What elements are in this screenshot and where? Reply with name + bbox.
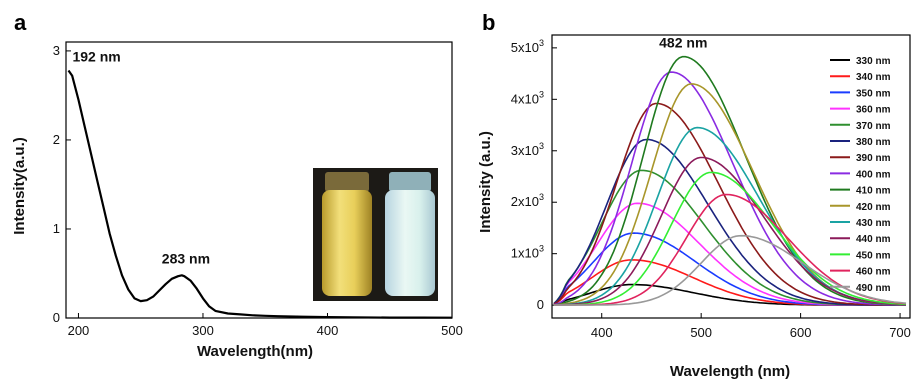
panel-b-xtick-label: 600 — [790, 325, 812, 340]
panel-a-ylabel: Intensity(a.u.) — [11, 137, 28, 235]
panel-b-ytick-exponent: 3 — [539, 38, 544, 48]
panel-b-ytick-exponent: 3 — [539, 141, 544, 151]
panel-b-legend-label: 450 nm — [856, 250, 891, 261]
panel-a-ytick-label: 0 — [53, 310, 60, 325]
panel-b-legend-label: 460 nm — [856, 267, 891, 278]
panel-a-ytick-label: 3 — [53, 43, 60, 58]
panel-b-legend-label: 390 nm — [856, 153, 891, 164]
panel-b-legend-label: 330 nm — [856, 56, 891, 67]
panel-b-ytick-label: 3x103 — [511, 141, 544, 158]
panel-b-ytick-label: 1x103 — [511, 244, 544, 261]
panel-b: b 400 500 600 700 0 1x103 2x103 3x103 4x103 5x103… — [477, 10, 911, 380]
panel-a-ytick-label: 2 — [53, 132, 60, 147]
panel-b-emission-line — [554, 156, 907, 306]
panel-b-ytick-label: 0 — [537, 297, 544, 312]
panel-b-emission-line — [554, 234, 907, 306]
panel-a-absorbance-line — [67, 69, 453, 319]
panel-a-plot-frame — [65, 41, 453, 319]
panel-b-ytick-label: 5x103 — [511, 38, 544, 55]
panel-a-label: a — [14, 10, 27, 35]
panel-a-xtick-label: 500 — [441, 323, 463, 338]
panel-b-xlabel: Wavelength (nm) — [670, 363, 790, 380]
panel-b-legend-label: 350 nm — [856, 88, 891, 99]
panel-b-legend-label: 420 nm — [856, 202, 891, 213]
panel-b-ytick-exponent: 3 — [539, 89, 544, 99]
panel-b-annotations: 482 nm — [659, 35, 707, 51]
panel-a-xtick-label: 400 — [317, 323, 339, 338]
panel-b-ylabel: Intensity (a.u.) — [477, 131, 494, 233]
panel-b-emission-line — [554, 171, 907, 306]
panel-a-axes-box — [65, 41, 453, 319]
panel-b-axes-box — [551, 34, 911, 319]
panel-b-emission-line — [553, 55, 907, 306]
panel-a-annotation: 283 nm — [162, 250, 210, 266]
vial-cap-left — [325, 172, 369, 192]
panel-b-legend-label: 410 nm — [856, 186, 891, 197]
panel-b-legend: 330 nm 340 nm 350 nm 360 nm 370 nm 380 nm 390 … — [830, 56, 891, 294]
panel-a-xtick-label: 300 — [192, 323, 214, 338]
panel-b-ytick-exponent: 3 — [539, 192, 544, 202]
panel-b-emission-line — [553, 71, 907, 306]
panel-a-annotations: 192 nm 283 nm — [72, 48, 210, 266]
vial-yellow — [322, 190, 372, 296]
panel-b-annotation: 482 nm — [659, 35, 707, 51]
panel-b-ytick-label: 4x103 — [511, 89, 544, 106]
panel-b-legend-label: 400 nm — [856, 169, 891, 180]
panel-b-ytick-label: 2x103 — [511, 192, 544, 209]
panel-a-series — [67, 69, 453, 319]
panel-a-xlabel: Wavelength(nm) — [197, 343, 313, 360]
panel-b-legend-label: 430 nm — [856, 218, 891, 229]
panel-a-ytick-label: 1 — [53, 221, 60, 236]
panel-b-emission-line — [553, 202, 906, 306]
panel-b-ticks: 400 500 600 700 0 1x103 2x103 3x103 4x103 5x103 — [511, 38, 911, 340]
vials-photo-inset — [313, 168, 438, 301]
panel-a-annotation: 192 nm — [72, 48, 120, 64]
panel-b-xtick-label: 500 — [690, 325, 712, 340]
panel-b-emission-line — [553, 126, 907, 306]
panel-b-legend-label: 440 nm — [856, 234, 891, 245]
panel-a-xtick-label: 200 — [68, 323, 90, 338]
vial-fluorescent — [385, 190, 435, 296]
panel-b-xtick-label: 400 — [591, 325, 613, 340]
panel-b-series — [553, 55, 907, 306]
panel-b-emission-line — [553, 102, 906, 306]
panel-b-legend-label: 380 nm — [856, 137, 891, 148]
panel-b-label: b — [482, 10, 495, 35]
panel-a: a 200 300 400 500 0 1 2 3 Wavelength(nm) Intens… — [11, 10, 463, 360]
panel-b-xtick-label: 700 — [889, 325, 911, 340]
panel-b-emission-line — [553, 138, 906, 306]
panel-b-legend-label: 370 nm — [856, 121, 891, 132]
vial-cap-right — [389, 172, 431, 192]
panel-b-ytick-exponent: 3 — [539, 244, 544, 254]
panel-b-legend-label: 340 nm — [856, 72, 891, 83]
panel-b-legend-label: 490 nm — [856, 283, 891, 294]
panel-b-plot-frame — [551, 34, 911, 319]
panel-b-legend-label: 360 nm — [856, 105, 891, 116]
panel-a-ticks: 200 300 400 500 0 1 2 3 — [53, 43, 463, 338]
